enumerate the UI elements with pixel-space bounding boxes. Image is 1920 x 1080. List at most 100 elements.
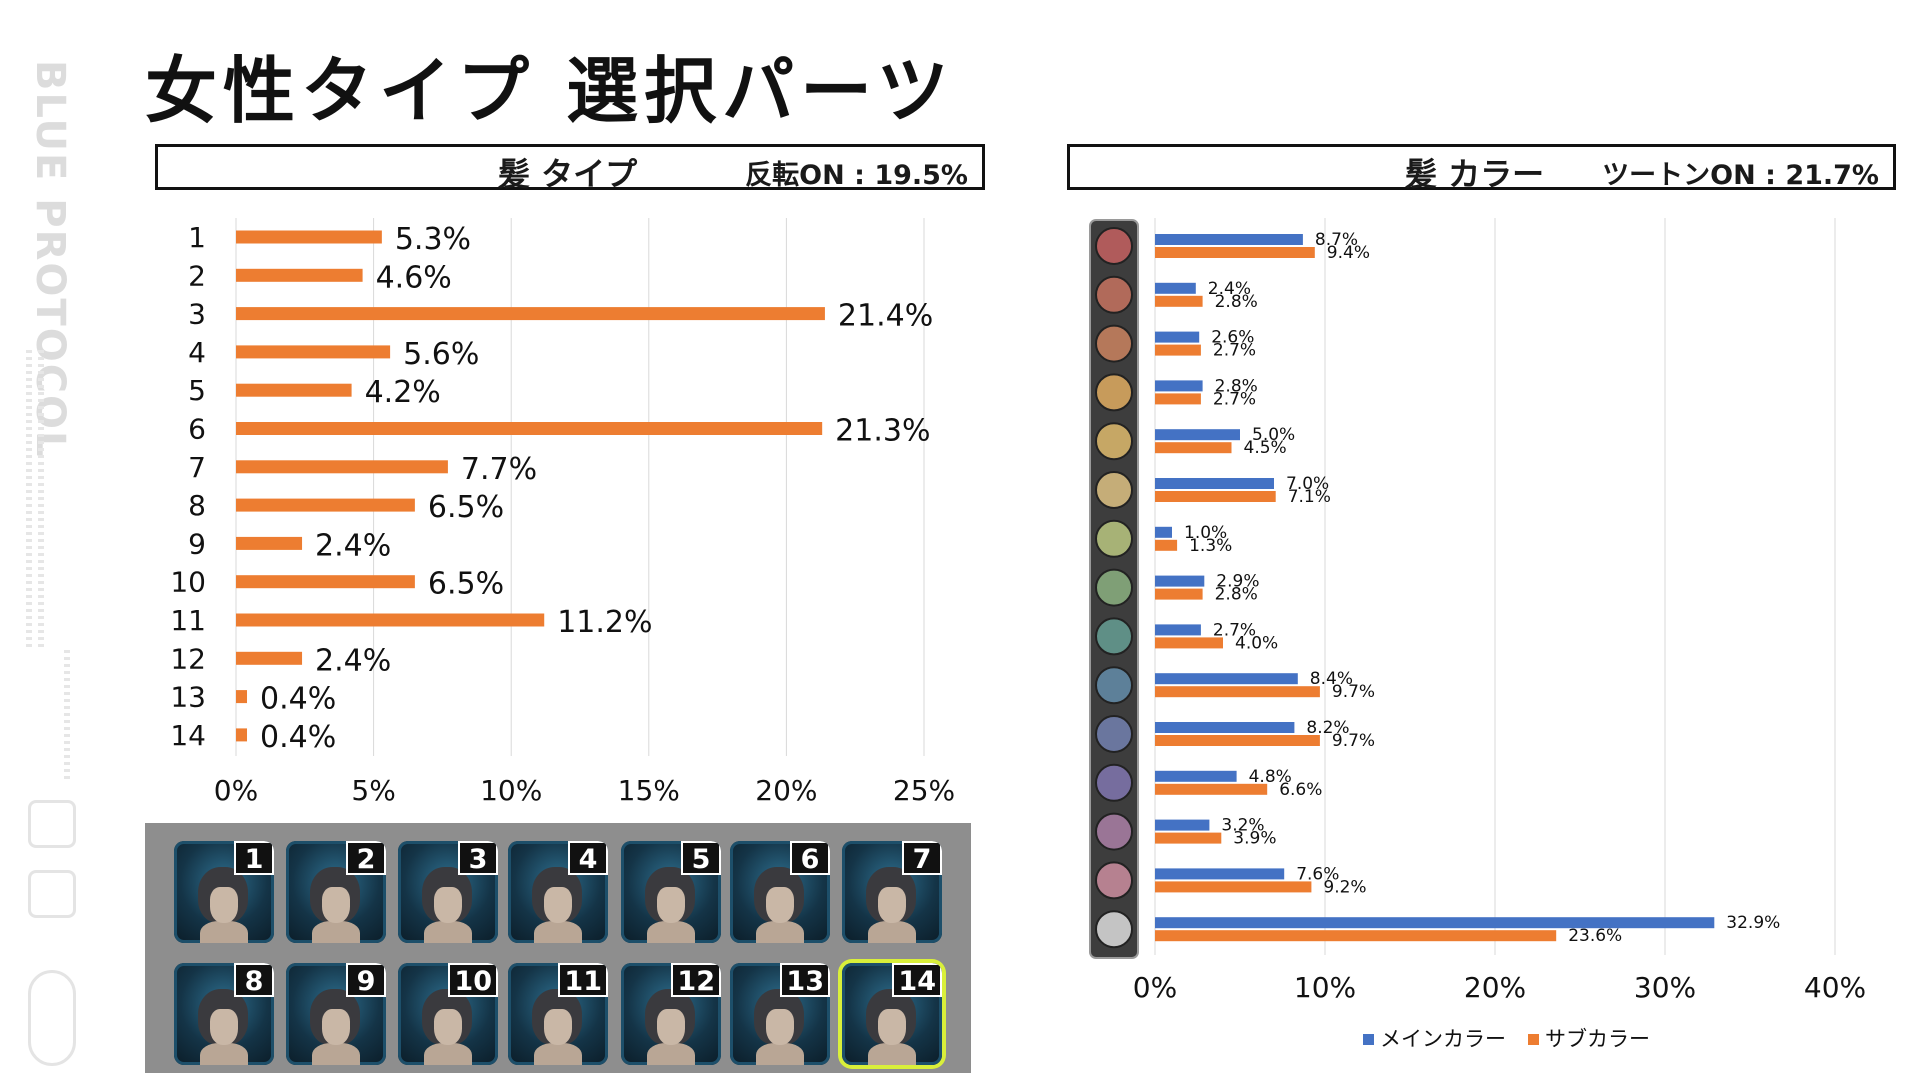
sub-color-bar bbox=[1155, 783, 1268, 795]
thumbnail-number: 2 bbox=[346, 841, 386, 875]
thumbnail-number: 6 bbox=[790, 841, 830, 875]
hairstyle-figure-face bbox=[434, 1009, 462, 1045]
hair-color-swatch bbox=[1095, 861, 1133, 900]
sub-color-bar bbox=[1155, 295, 1203, 307]
thumbnail-number: 7 bbox=[902, 841, 942, 875]
hairstyle-figure-neck bbox=[756, 921, 804, 943]
main-color-value-label: 5.0% bbox=[1252, 425, 1295, 445]
hair-type-thumbnail[interactable]: 7 bbox=[842, 841, 942, 943]
hair-type-thumbnail[interactable]: 4 bbox=[508, 841, 608, 943]
hair-color-swatch bbox=[1095, 275, 1133, 314]
sub-color-bar bbox=[1155, 832, 1222, 844]
hair-type-bar bbox=[236, 345, 391, 359]
hair-type-category: 6 bbox=[188, 413, 206, 446]
main-color-bar bbox=[1155, 722, 1295, 733]
hair-color-x-tick: 30% bbox=[1634, 971, 1696, 1004]
hair-type-category: 8 bbox=[188, 489, 206, 522]
brand-strip: BLUE PROTOCOL bbox=[20, 30, 80, 1070]
hair-type-category: 9 bbox=[188, 527, 206, 560]
hair-type-thumbnail[interactable]: 12 bbox=[621, 963, 721, 1065]
sub-color-bar bbox=[1155, 588, 1203, 600]
sub-color-bar bbox=[1155, 881, 1312, 893]
hair-type-bar bbox=[236, 498, 415, 512]
hair-type-thumbnail[interactable]: 10 bbox=[398, 963, 498, 1065]
sub-color-value-label: 9.4% bbox=[1327, 243, 1370, 263]
hair-type-bar bbox=[236, 383, 352, 397]
hair-color-swatch bbox=[1095, 324, 1133, 363]
swatch-column bbox=[1089, 219, 1139, 959]
hairstyle-figure-neck bbox=[312, 1043, 360, 1065]
hair-type-value-label: 7.7% bbox=[461, 452, 537, 487]
hair-type-category: 10 bbox=[170, 566, 206, 599]
main-color-bar bbox=[1155, 234, 1303, 245]
hairstyle-figure-neck bbox=[312, 921, 360, 943]
main-color-value-label: 8.4% bbox=[1310, 669, 1353, 689]
thumbnail-number: 11 bbox=[558, 963, 608, 997]
sub-color-value-label: 2.7% bbox=[1213, 389, 1256, 409]
hairstyle-figure-face bbox=[766, 887, 794, 923]
hair-color-title: 髪 カラー bbox=[1405, 155, 1545, 193]
hair-type-thumbnail[interactable]: 14 bbox=[842, 963, 942, 1065]
hairstyle-figure-neck bbox=[534, 1043, 582, 1065]
sub-color-bar bbox=[1155, 686, 1320, 698]
hair-type-bar bbox=[236, 613, 545, 627]
hair-type-value-label: 2.4% bbox=[315, 643, 391, 678]
hair-type-thumbnail[interactable]: 3 bbox=[398, 841, 498, 943]
sub-color-bar bbox=[1155, 393, 1201, 405]
main-color-bar bbox=[1155, 868, 1285, 880]
thumbnail-number: 13 bbox=[780, 963, 830, 997]
sub-color-bar bbox=[1155, 735, 1320, 746]
sub-color-value-label: 4.0% bbox=[1235, 633, 1278, 653]
hair-type-thumbnail[interactable]: 11 bbox=[508, 963, 608, 1065]
hair-type-thumbnail[interactable]: 13 bbox=[730, 963, 830, 1065]
legend-main-label: メインカラー bbox=[1380, 1027, 1506, 1051]
hair-color-swatch bbox=[1095, 812, 1133, 851]
hair-color-swatch bbox=[1095, 617, 1133, 656]
hair-type-thumbnails: 1 2 3 4 5 6 7 8 9 10 11 12 13 14 bbox=[145, 823, 971, 1073]
main-color-value-label: 4.8% bbox=[1249, 767, 1292, 787]
hair-type-category: 7 bbox=[188, 451, 206, 484]
hair-type-thumbnail[interactable]: 6 bbox=[730, 841, 830, 943]
hair-type-thumbnail[interactable]: 5 bbox=[621, 841, 721, 943]
hair-type-bar bbox=[236, 307, 825, 321]
hair-color-header: 髪 カラー ツートンON : 21.7% bbox=[1067, 144, 1896, 193]
hairstyle-figure-face bbox=[210, 1009, 238, 1045]
hairstyle-figure-face bbox=[210, 887, 238, 923]
hair-type-thumbnail[interactable]: 1 bbox=[174, 841, 274, 943]
hair-type-value-label: 5.6% bbox=[403, 337, 479, 372]
main-color-bar bbox=[1155, 917, 1715, 929]
sub-color-value-label: 7.1% bbox=[1288, 487, 1331, 507]
thumbnail-number: 12 bbox=[671, 963, 721, 997]
sub-color-value-label: 2.8% bbox=[1215, 585, 1258, 605]
hairstyle-figure-neck bbox=[756, 1043, 804, 1065]
hair-type-value-label: 11.2% bbox=[557, 605, 652, 640]
main-color-value-label: 2.7% bbox=[1213, 620, 1256, 640]
hair-type-value-label: 2.4% bbox=[315, 528, 391, 563]
sub-color-value-label: 4.5% bbox=[1244, 438, 1287, 458]
hairstyle-figure-face bbox=[657, 1009, 685, 1045]
sub-color-bar bbox=[1155, 539, 1178, 551]
hair-color-swatch bbox=[1095, 666, 1133, 705]
hair-type-thumbnail[interactable]: 8 bbox=[174, 963, 274, 1065]
fine-print-2 bbox=[38, 350, 44, 650]
hairstyle-figure-neck bbox=[200, 921, 248, 943]
sub-color-value-label: 9.7% bbox=[1332, 731, 1375, 751]
main-color-value-label: 8.2% bbox=[1306, 718, 1349, 738]
sub-color-bar bbox=[1155, 442, 1232, 454]
thumbnail-number: 1 bbox=[234, 841, 274, 875]
thumbnail-number: 10 bbox=[448, 963, 498, 997]
main-color-value-label: 1.0% bbox=[1184, 523, 1227, 543]
hair-type-category: 1 bbox=[188, 221, 206, 254]
hair-type-category: 5 bbox=[188, 374, 206, 407]
thumbnail-number: 14 bbox=[892, 963, 942, 997]
hair-type-thumbnail[interactable]: 9 bbox=[286, 963, 386, 1065]
hairstyle-figure-face bbox=[544, 1009, 572, 1045]
sub-color-value-label: 1.3% bbox=[1189, 536, 1232, 556]
hair-type-bar bbox=[236, 690, 248, 704]
hair-type-category: 4 bbox=[188, 336, 206, 369]
legend-sub-label: サブカラー bbox=[1545, 1027, 1650, 1051]
hairstyle-figure-face bbox=[434, 887, 462, 923]
hair-type-thumbnail[interactable]: 2 bbox=[286, 841, 386, 943]
main-color-bar bbox=[1155, 478, 1274, 489]
hair-type-category: 3 bbox=[188, 298, 206, 331]
